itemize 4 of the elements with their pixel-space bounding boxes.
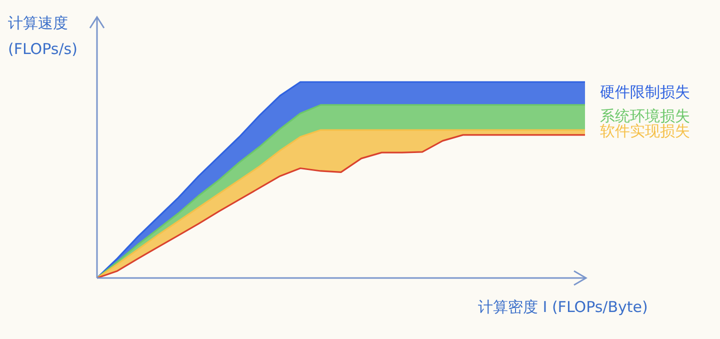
x-axis-title: 计算密度 I (FLOPs/Byte) xyxy=(478,298,648,317)
series-label: 硬件限制损失 xyxy=(600,83,690,102)
series-label: 软件实现损失 xyxy=(600,122,690,142)
y-axis-title: 计算速度 (FLOPs/s) xyxy=(8,13,78,60)
